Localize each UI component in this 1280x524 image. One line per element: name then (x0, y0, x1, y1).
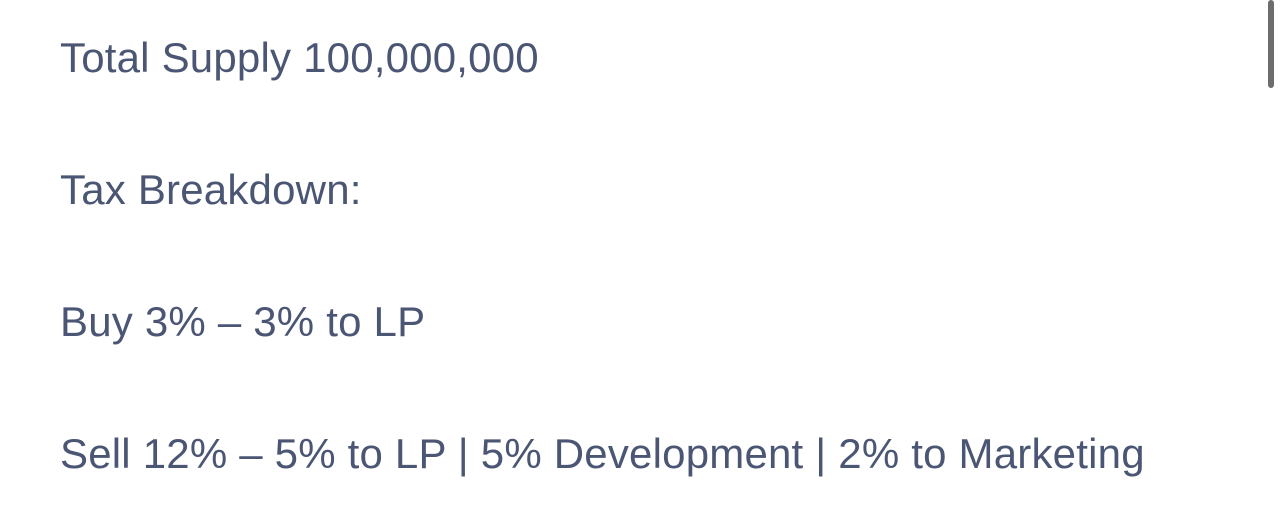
scrollbar-thumb[interactable] (1268, 0, 1274, 88)
sell-tax-text: Sell 12% – 5% to LP | 5% Development | 2… (60, 430, 1145, 477)
vertical-scrollbar[interactable] (1264, 0, 1280, 524)
tokenomics-section: Total Supply 100,000,000 Tax Breakdown: … (60, 0, 1240, 524)
buy-tax-text: Buy 3% – 3% to LP (60, 298, 426, 345)
total-supply-text: Total Supply 100,000,000 (60, 34, 539, 81)
tax-breakdown-heading: Tax Breakdown: (60, 166, 362, 213)
